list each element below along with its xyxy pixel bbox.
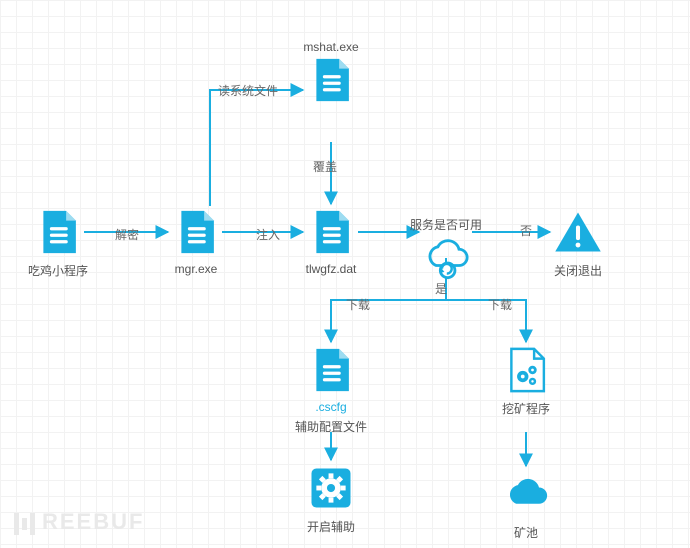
edge-label: 下载: [488, 296, 512, 313]
node-label: 吃鸡小程序: [28, 262, 88, 279]
node-cscfg: .cscfg 辅助配置文件: [291, 344, 371, 435]
node-label: 服务是否可用: [410, 216, 482, 233]
doc-gear-icon: [500, 344, 552, 396]
edge-label: 读系统文件: [218, 82, 278, 99]
node-tlwgfz: tlwgfz.dat: [291, 206, 371, 276]
edge-label: 注入: [256, 226, 280, 243]
doc-icon: [32, 206, 84, 258]
doc-icon: [170, 206, 222, 258]
node-label: mshat.exe: [303, 40, 358, 54]
edge-label: 否: [520, 222, 532, 239]
edge-label: 覆盖: [313, 158, 337, 175]
doc-icon: [305, 344, 357, 396]
node-miner: 挖矿程序: [486, 344, 566, 417]
gearbox-icon: [305, 462, 357, 514]
node-chicken: 吃鸡小程序: [18, 206, 98, 279]
node-cloudq: 服务是否可用: [406, 212, 486, 285]
node-close: 关闭退出: [538, 206, 618, 279]
cloud-icon: [500, 468, 552, 520]
node-label: 挖矿程序: [502, 400, 550, 417]
node-startaid: 开启辅助: [291, 462, 371, 535]
node-label: 开启辅助: [307, 518, 355, 535]
watermark-text: REEBUF: [42, 509, 144, 534]
node-mshat: mshat.exe: [291, 36, 371, 106]
doc-icon: [305, 206, 357, 258]
node-sublabel: 辅助配置文件: [295, 418, 367, 435]
doc-icon: [305, 54, 357, 106]
node-label: 矿池: [514, 524, 538, 541]
node-pool: 矿池: [486, 468, 566, 541]
edge-label: 是: [435, 280, 447, 297]
node-label: tlwgfz.dat: [306, 262, 357, 276]
edge-label: 下载: [346, 296, 370, 313]
cloud-q-icon: [420, 233, 472, 285]
node-mgr: mgr.exe: [156, 206, 236, 276]
watermark: REEBUF: [14, 509, 144, 536]
node-label: mgr.exe: [175, 262, 218, 276]
node-label: 关闭退出: [554, 262, 602, 279]
node-label: .cscfg: [315, 400, 346, 414]
warn-icon: [552, 206, 604, 258]
edge-label: 解密: [115, 226, 139, 243]
